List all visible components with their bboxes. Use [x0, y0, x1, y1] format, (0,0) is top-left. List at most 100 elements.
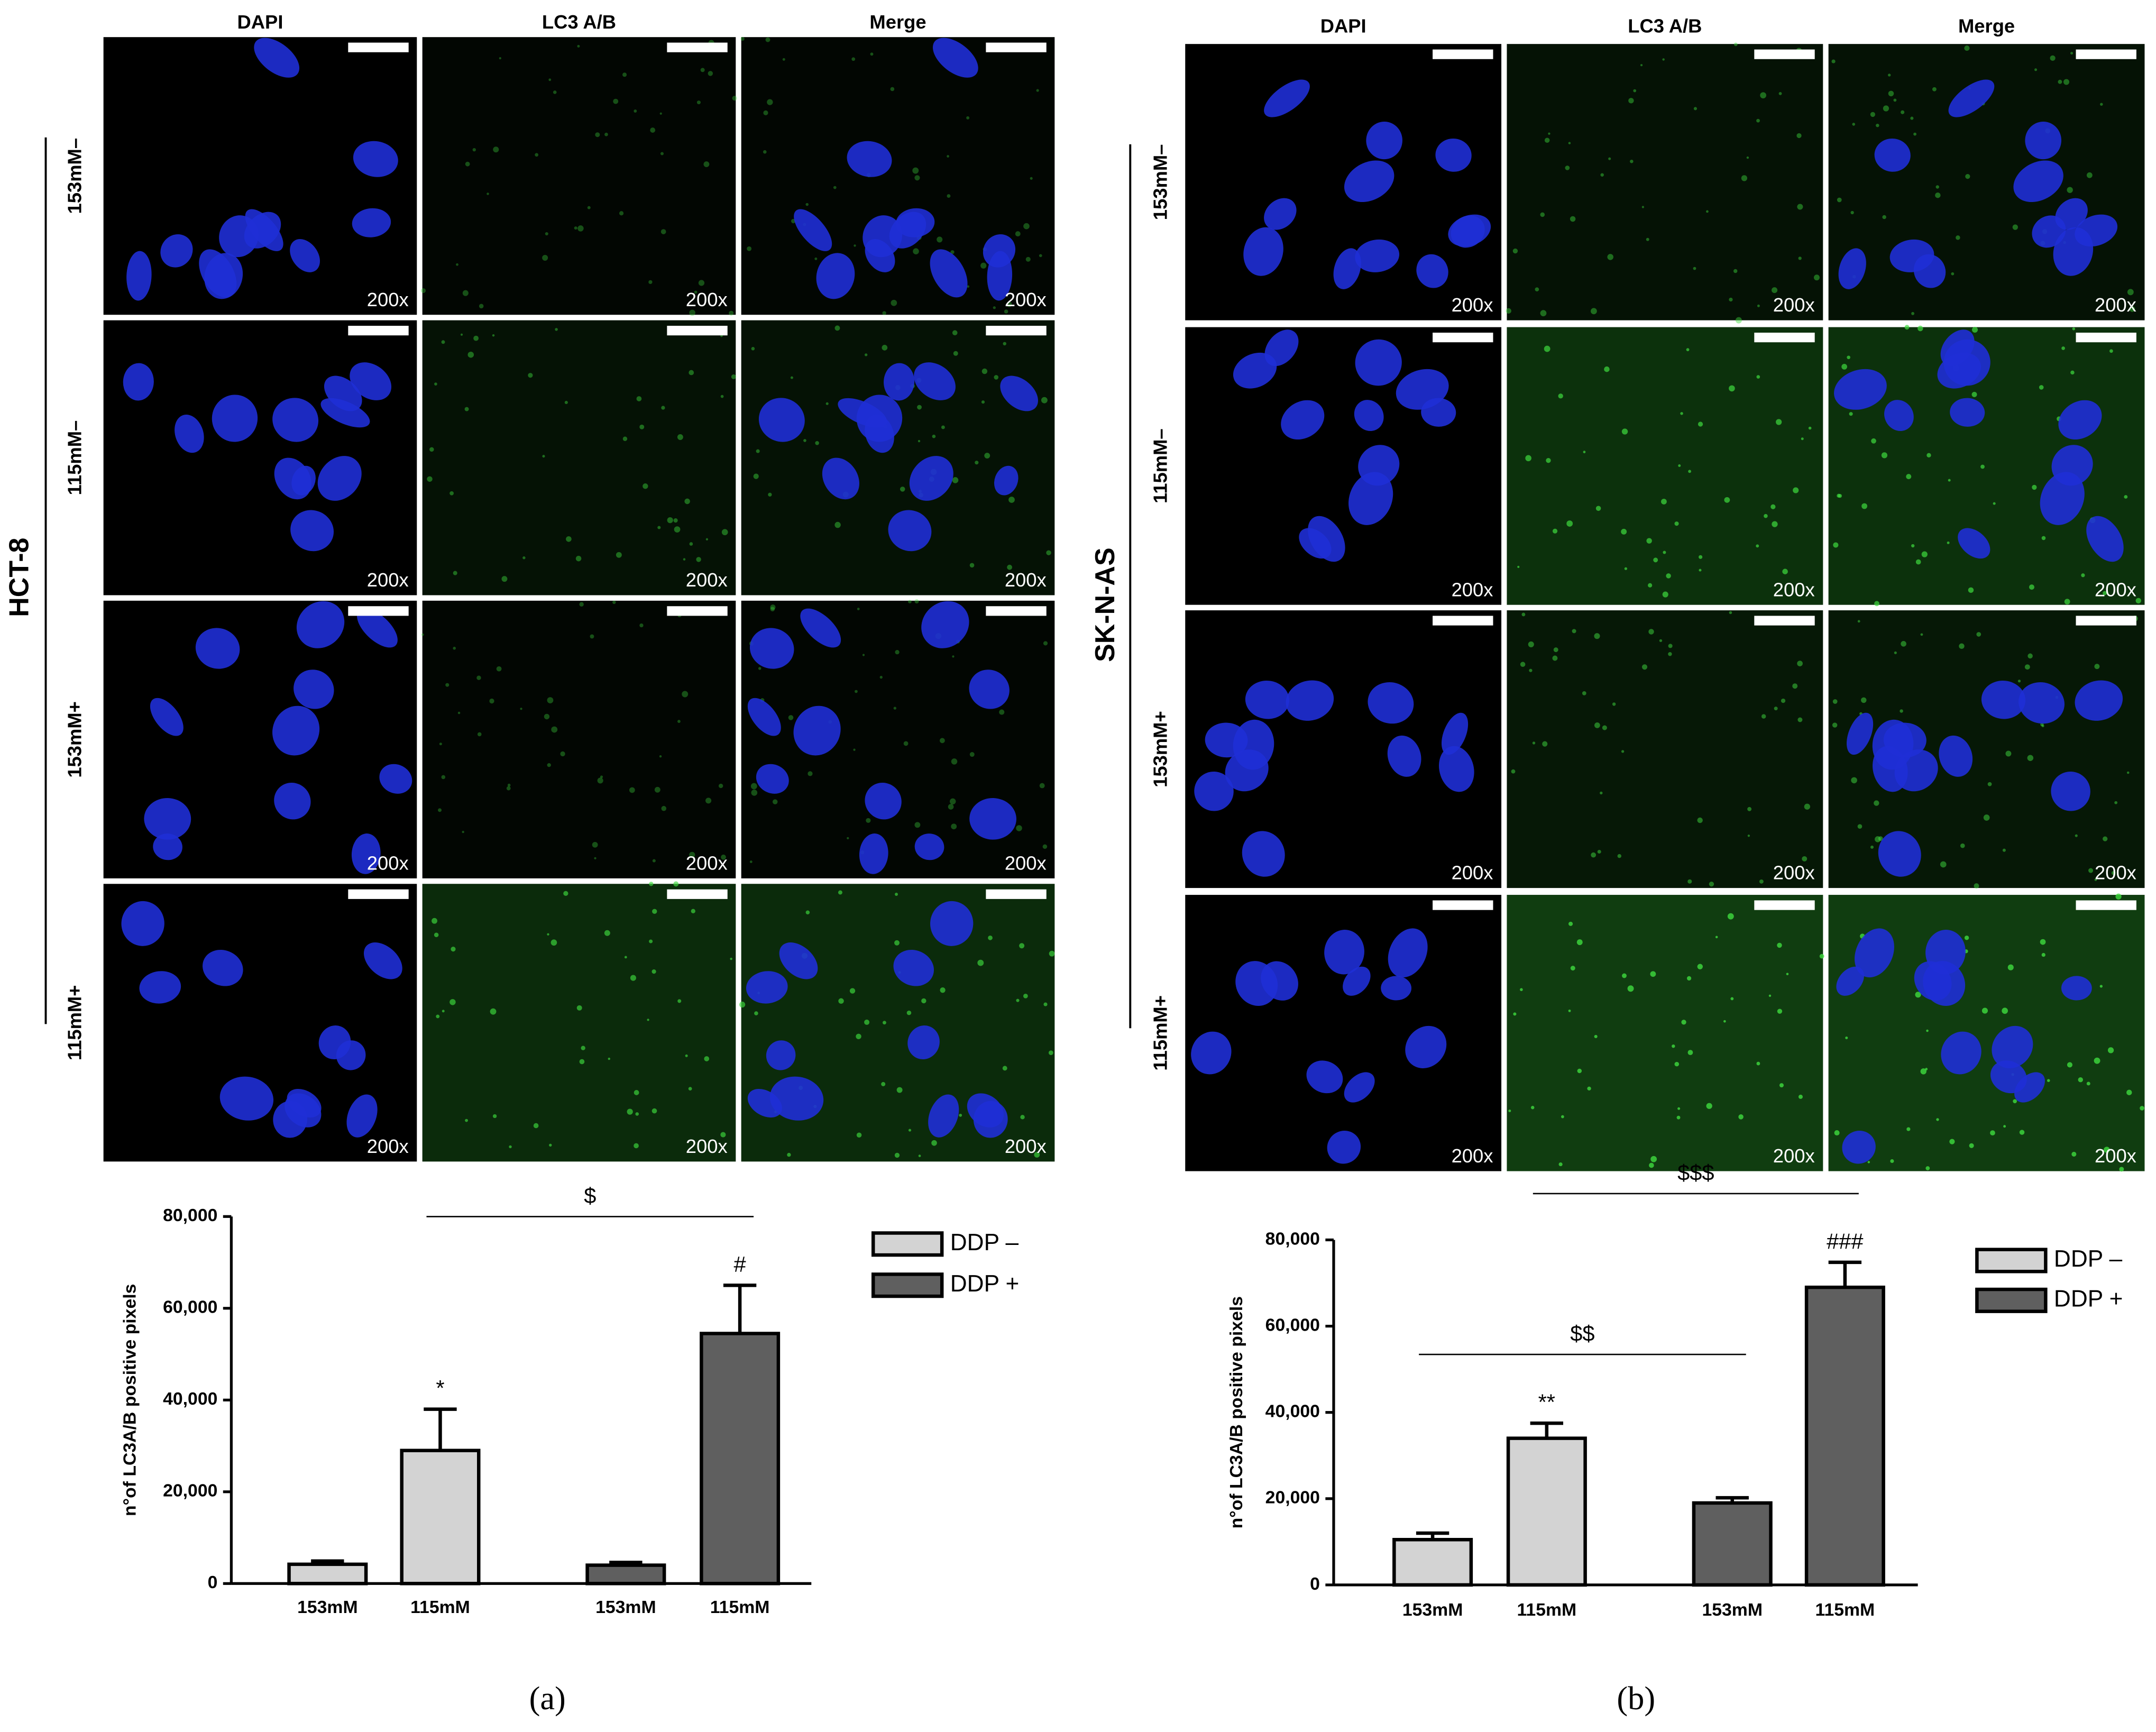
lc3-dot [1987, 782, 1992, 786]
lc3-dot [677, 999, 682, 1003]
lc3-dot [630, 975, 636, 981]
micrograph-bg [422, 320, 736, 595]
scale-bar [1433, 333, 1493, 343]
lc3-dot [509, 1145, 512, 1149]
column-header: DAPI [237, 11, 283, 33]
micrograph: 200x [103, 600, 417, 878]
lc3-dot [506, 786, 511, 791]
lc3-dot [456, 263, 458, 266]
lc3-dot [1756, 118, 1760, 123]
lc3-dot [590, 634, 594, 639]
lc3-dot [1881, 452, 1888, 459]
lc3-dot [1687, 1050, 1693, 1056]
micrograph-bg [422, 600, 736, 878]
lc3-dot [1517, 565, 1520, 569]
lc3-dot [2032, 484, 2037, 490]
lc3-dot [853, 748, 856, 751]
lc3-dot [1925, 1166, 1930, 1170]
magnification: 200x [2095, 1145, 2136, 1167]
lc3-dot [1796, 133, 1802, 139]
micrograph-bg [1185, 327, 1502, 605]
nucleus [747, 698, 781, 736]
lc3-dot [729, 310, 734, 316]
lc3-dot [1542, 741, 1548, 747]
lc3-dot [2050, 55, 2056, 61]
lc3-dot [1540, 212, 1545, 217]
micrograph: 200x [422, 320, 736, 595]
micrograph: 200x [103, 37, 417, 315]
lc3-dot [914, 599, 919, 604]
nucleus [749, 628, 794, 669]
lc3-dot [862, 654, 865, 656]
lc3-dot [548, 78, 552, 81]
nucleus [1958, 528, 1990, 559]
lc3-dot [951, 823, 957, 830]
nucleus [379, 764, 412, 794]
bar [1392, 1538, 1473, 1587]
lc3-dot [691, 909, 695, 913]
lc3-dot [1621, 428, 1628, 435]
lc3-dot [808, 771, 813, 776]
nucleus [1355, 239, 1400, 272]
lc3-dot [622, 436, 628, 441]
lc3-dot [2111, 871, 2116, 875]
lc3-dot [604, 132, 608, 136]
lc3-dot [1520, 988, 1523, 992]
lc3-dot [449, 491, 454, 496]
nucleus [1451, 215, 1485, 248]
nucleus [932, 38, 978, 78]
lc3-dot [969, 563, 975, 568]
lc3-dot [907, 600, 912, 603]
lc3-dot [420, 288, 426, 294]
lc3-dot [1837, 197, 1842, 203]
nucleus [1281, 400, 1325, 440]
magnification: 200x [1005, 1135, 1047, 1157]
lc3-dot [1770, 504, 1776, 509]
lc3-dot [1511, 769, 1516, 774]
lc3-dot [900, 487, 905, 492]
nucleus [1264, 79, 1310, 117]
nucleus [1874, 138, 1911, 172]
nucleus [794, 209, 832, 251]
lc3-dot [1738, 1114, 1744, 1120]
nucleus [1000, 375, 1038, 411]
lc3-dot [451, 947, 456, 952]
lc3-signal [422, 600, 736, 878]
y-tick-label: 0 [1310, 1574, 1320, 1594]
lc3-dot [689, 309, 695, 316]
lc3-dot [1965, 174, 1970, 179]
lc3-dot [1838, 493, 1842, 498]
nucleus [274, 782, 311, 820]
nucleus [1836, 966, 1864, 996]
lc3-dot [487, 193, 489, 195]
scale-bar [1433, 900, 1493, 910]
lc3-dot [1971, 326, 1978, 333]
nucleus [352, 208, 391, 237]
lc3-dot [949, 798, 956, 805]
magnification: 200x [1005, 853, 1047, 874]
lc3-dot [436, 1014, 440, 1019]
lc3-dot [1004, 309, 1008, 314]
lc3-dot [1936, 1118, 1939, 1121]
lc3-dot [788, 715, 794, 720]
lc3-dot [579, 1059, 585, 1065]
nucleus [930, 249, 968, 298]
lc3-dot [659, 112, 662, 115]
lc3-dot [643, 483, 648, 489]
bar [1692, 1501, 1773, 1587]
scale-bar [1433, 49, 1493, 59]
lc3-dot [1918, 325, 1923, 332]
lc3-dot [2019, 1130, 2025, 1135]
lc3-dot [592, 841, 598, 848]
lc3-dot [2100, 103, 2103, 106]
lc3-dot [1697, 964, 1703, 969]
panel-label: (b) [1617, 1680, 1655, 1717]
lc3-dot [652, 909, 657, 914]
lc3-dot [914, 822, 921, 828]
nucleus [203, 949, 243, 986]
bracket-label: $$ [1570, 1321, 1594, 1346]
nucleus [1233, 719, 1274, 770]
lc3-dot [999, 709, 1005, 715]
nucleus [324, 375, 362, 411]
legend-label: DDP – [950, 1230, 1019, 1256]
